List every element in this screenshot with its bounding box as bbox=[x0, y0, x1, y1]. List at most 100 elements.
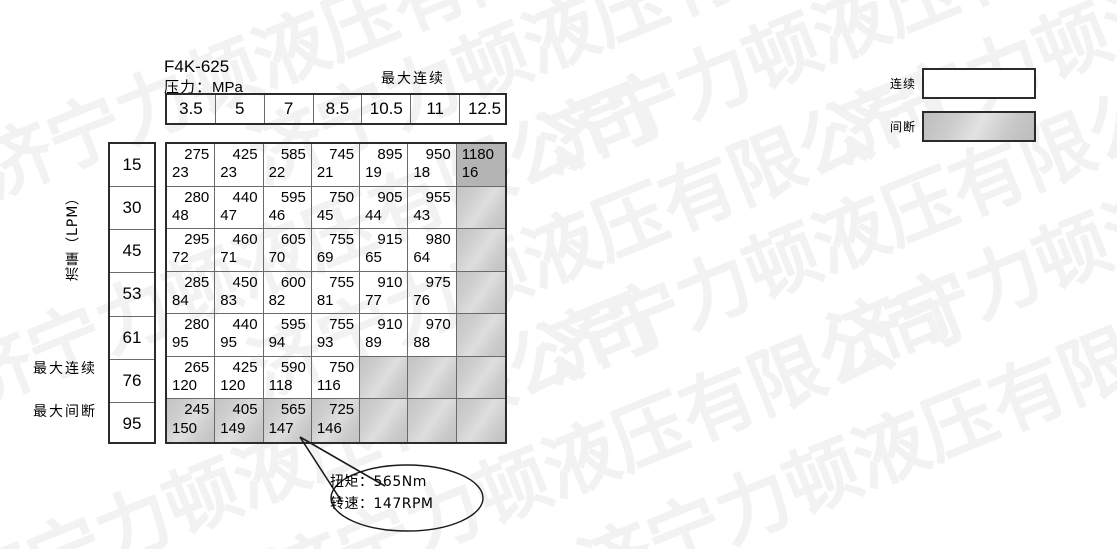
data-cell: 750 116 bbox=[311, 356, 361, 400]
data-cell: 245 150 bbox=[167, 399, 216, 442]
data-cell: 600 82 bbox=[263, 271, 312, 315]
cell-rpm-value: 95 bbox=[220, 334, 237, 352]
data-cell bbox=[456, 271, 505, 315]
cell-torque-value: 970 bbox=[425, 316, 451, 334]
data-cell: 265 120 bbox=[167, 356, 216, 400]
data-cell: 755 93 bbox=[311, 314, 361, 357]
pressure-header-row: 3.5 5 7 8.5 10.5 11 12.5 bbox=[165, 93, 507, 125]
data-cell: 590 118 bbox=[263, 356, 312, 400]
pressure-header-cell: 8.5 bbox=[314, 95, 363, 123]
data-cell: 895 19 bbox=[360, 144, 409, 187]
data-cell: 565 147 bbox=[263, 399, 312, 442]
legend: 连续 间断 bbox=[884, 68, 1036, 154]
data-cell bbox=[456, 314, 505, 357]
flow-value-cell: 95 bbox=[122, 414, 142, 434]
flow-value-cell: 15 bbox=[110, 144, 154, 188]
pressure-unit-label: 压力：MPa bbox=[164, 78, 243, 97]
cell-torque-value: 600 bbox=[280, 273, 306, 291]
data-cell: 950 18 bbox=[408, 144, 457, 187]
cell-torque-value: 595 bbox=[280, 188, 306, 206]
cell-rpm-value: 94 bbox=[268, 334, 286, 352]
flow-axis-label: 流量（LPM） bbox=[65, 189, 81, 281]
cell-torque-value: 595 bbox=[280, 316, 306, 334]
cell-rpm-value: 147 bbox=[268, 419, 294, 437]
data-cell: 585 22 bbox=[263, 144, 312, 187]
callout-torque-line: 扭矩：565Nm bbox=[330, 474, 427, 490]
cell-torque-value: 910 bbox=[377, 316, 403, 334]
cell-rpm-value: 69 bbox=[316, 249, 334, 267]
cell-rpm-value: 22 bbox=[268, 164, 286, 182]
cell-rpm-value: 120 bbox=[172, 377, 198, 395]
cell-torque-value: 1180 bbox=[461, 146, 494, 163]
cell-torque-value: 590 bbox=[280, 358, 306, 376]
pressure-header-cell: 5 bbox=[216, 95, 265, 123]
data-cell: 915 65 bbox=[360, 229, 409, 272]
cell-torque-value: 440 bbox=[232, 316, 258, 334]
cell-torque-value: 905 bbox=[377, 188, 403, 206]
cell-rpm-value: 146 bbox=[316, 419, 342, 437]
data-cell bbox=[456, 399, 505, 442]
cell-rpm-value: 43 bbox=[413, 206, 431, 224]
row-label-max-continuous: 最大连续 bbox=[33, 361, 97, 377]
legend-label-intermittent: 间断 bbox=[889, 120, 916, 134]
cell-rpm-value: 118 bbox=[268, 377, 293, 395]
cell-rpm-value: 83 bbox=[220, 291, 237, 309]
cell-torque-value: 910 bbox=[377, 273, 403, 291]
cell-torque-value: 755 bbox=[329, 231, 355, 249]
cell-torque-value: 280 bbox=[184, 316, 210, 334]
data-cell: 605 70 bbox=[263, 229, 312, 272]
legend-row-intermittent: 间断 bbox=[884, 111, 1036, 142]
data-cell bbox=[360, 399, 409, 442]
cell-torque-value: 605 bbox=[280, 231, 306, 249]
callout-text: 扭矩：565Nm 转速：147RPM bbox=[330, 472, 433, 515]
data-cell bbox=[408, 356, 457, 400]
cell-torque-value: 915 bbox=[377, 231, 403, 249]
cell-rpm-value: 93 bbox=[316, 334, 334, 352]
title-block: F4K-625 压力：MPa bbox=[164, 57, 243, 97]
data-cell: 910 77 bbox=[360, 271, 409, 315]
cell-torque-value: 565 bbox=[280, 401, 306, 419]
callout-speed-line: 转速：147RPM bbox=[330, 495, 434, 512]
pressure-unit-text: MPa bbox=[212, 78, 243, 96]
cell-torque-value: 275 bbox=[184, 146, 210, 163]
cell-torque-value: 440 bbox=[232, 188, 258, 206]
row-label-max-intermittent: 最大间断 bbox=[33, 404, 97, 420]
cell-rpm-value: 44 bbox=[365, 206, 382, 224]
pressure-header-cell: 3.5 bbox=[167, 95, 216, 123]
flow-value-column: 15 30 45 53 61 76 95 bbox=[108, 142, 156, 444]
cell-rpm-value: 88 bbox=[413, 334, 431, 352]
cell-torque-value: 280 bbox=[184, 188, 210, 206]
cell-rpm-value: 23 bbox=[220, 164, 237, 182]
cell-rpm-value: 23 bbox=[172, 164, 189, 182]
cell-torque-value: 295 bbox=[184, 231, 210, 249]
data-cell bbox=[456, 186, 505, 230]
data-cell: 285 84 bbox=[167, 271, 216, 315]
cell-torque-value: 950 bbox=[425, 146, 451, 163]
data-cell bbox=[456, 229, 505, 272]
cell-torque-value: 975 bbox=[425, 273, 451, 291]
cell-torque-value: 450 bbox=[232, 273, 258, 291]
cell-torque-value: 755 bbox=[329, 316, 355, 334]
data-cell: 755 81 bbox=[311, 271, 361, 315]
pressure-header-cell: 11 bbox=[411, 95, 461, 123]
cell-rpm-value: 82 bbox=[268, 291, 286, 309]
cell-torque-value: 425 bbox=[232, 358, 258, 376]
cell-torque-value: 245 bbox=[184, 401, 210, 419]
data-cell: 975 76 bbox=[408, 271, 457, 315]
data-cell: 440 95 bbox=[215, 314, 264, 357]
data-cell: 755 69 bbox=[311, 229, 361, 272]
cell-rpm-value: 72 bbox=[172, 249, 189, 267]
cell-torque-value: 895 bbox=[377, 146, 403, 163]
data-cell: 955 43 bbox=[408, 186, 457, 230]
data-cell: 595 94 bbox=[263, 314, 312, 357]
cell-rpm-value: 45 bbox=[316, 206, 334, 224]
data-cell: 725 146 bbox=[311, 399, 361, 442]
callout-leader-lines bbox=[299, 436, 484, 532]
cell-torque-value: 265 bbox=[184, 358, 210, 376]
cell-rpm-value: 71 bbox=[220, 249, 237, 267]
cell-rpm-value: 48 bbox=[172, 206, 189, 224]
cell-torque-value: 585 bbox=[280, 146, 306, 163]
cell-rpm-value: 116 bbox=[316, 377, 341, 395]
cell-rpm-value: 47 bbox=[220, 206, 237, 224]
